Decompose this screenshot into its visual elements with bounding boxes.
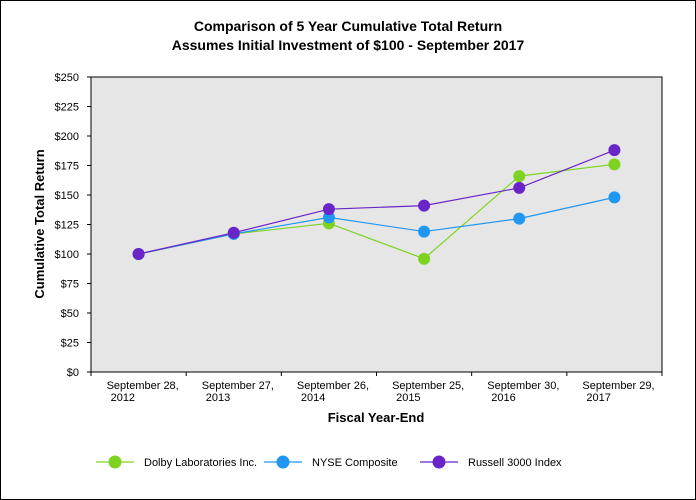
legend-marker [108, 455, 122, 469]
y-tick-label: $0 [67, 367, 79, 379]
series-line-2 [138, 149, 615, 255]
data-point [322, 211, 335, 224]
data-point [513, 212, 526, 225]
series-line-1 [138, 196, 615, 255]
x-tick-label: September 29, 2017 [582, 380, 654, 404]
y-axis-title: Cumulative Total Return [32, 149, 47, 298]
legend: Dolby Laboratories Inc. NYSE Composite Rus… [96, 455, 562, 469]
data-point [418, 225, 431, 238]
y-tick-label: $225 [55, 102, 79, 114]
data-point [418, 199, 431, 212]
data-point [418, 252, 431, 265]
x-tick-label: September 30, 2016 [487, 380, 559, 404]
legend-label: Dolby Laboratories Inc. [144, 457, 257, 469]
y-tick-label: $150 [55, 190, 79, 202]
y-tick-label: $200 [55, 131, 79, 143]
y-tick-label: $50 [61, 308, 79, 320]
y-axis: $0 $25 $50 $75 $100 $125 $150 $175 $200 $225 $250 [55, 72, 91, 379]
x-tick-label: September 25, 2015 [392, 380, 464, 404]
x-axis-title: Fiscal Year-End [328, 410, 425, 425]
series-layer [132, 144, 621, 265]
y-tick-label: $250 [55, 72, 79, 84]
y-tick-label: $100 [55, 249, 79, 261]
data-point [227, 226, 240, 239]
legend-marker [432, 455, 446, 469]
x-tick-label: September 28, 2012 [107, 380, 179, 404]
x-axis: September 28, 2012 September 27, 2013 Septem… [90, 372, 663, 404]
y-tick-label: $125 [55, 220, 79, 232]
data-point [608, 144, 621, 157]
data-point [513, 170, 526, 183]
y-tick-label: $175 [55, 161, 79, 173]
y-tick-label: $75 [61, 279, 79, 291]
data-point [132, 248, 145, 260]
data-point [608, 158, 621, 171]
x-tick-label: September 27, 2013 [202, 380, 274, 404]
y-tick-label: $25 [61, 338, 79, 350]
legend-label: Russell 3000 Index [468, 457, 562, 469]
chart-subtitle: Assumes Initial Investment of $100 - Sep… [171, 37, 525, 53]
data-point [513, 181, 526, 194]
data-point [322, 203, 335, 216]
x-tick-label: September 26, 2014 [297, 380, 369, 404]
legend-label: NYSE Composite [312, 457, 398, 469]
legend-marker [276, 455, 290, 469]
data-point [608, 191, 621, 204]
chart-title: Comparison of 5 Year Cumulative Total Re… [193, 18, 503, 34]
